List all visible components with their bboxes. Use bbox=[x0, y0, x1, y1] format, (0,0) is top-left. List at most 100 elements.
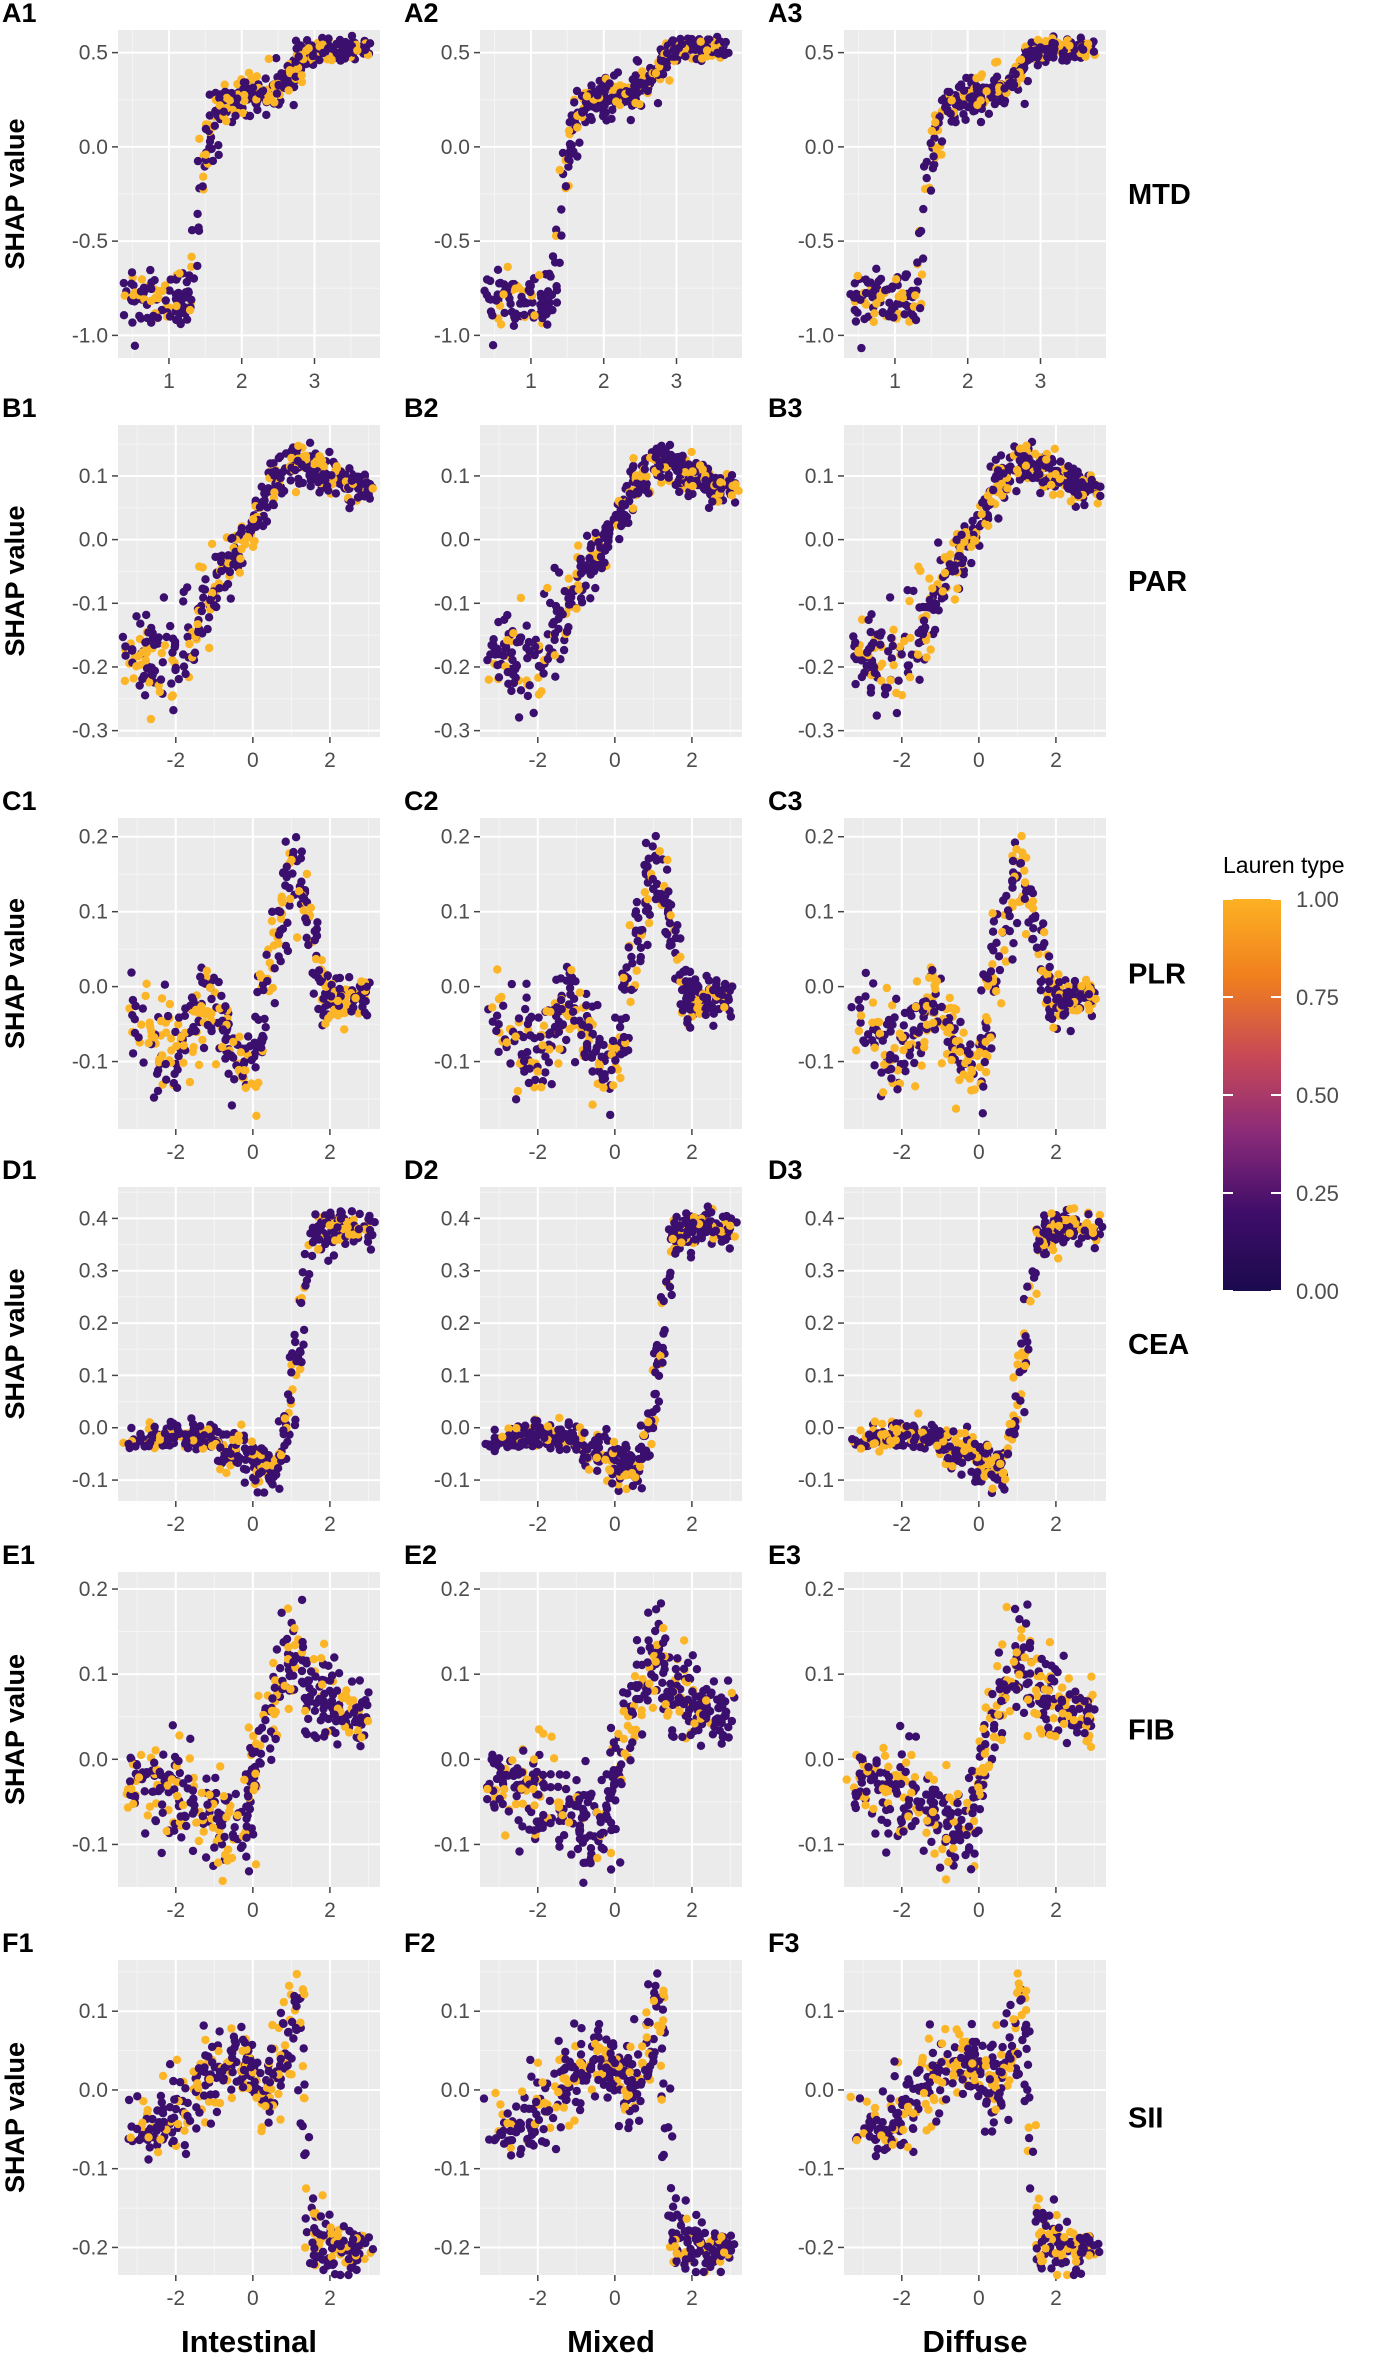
data-point bbox=[1003, 906, 1013, 915]
data-point bbox=[172, 1083, 182, 1093]
panel-B1: -2 0 2-0.3-0.2-0.10.00.1 bbox=[72, 425, 380, 772]
data-point bbox=[697, 54, 707, 63]
data-point bbox=[491, 650, 500, 659]
data-point bbox=[206, 1432, 215, 1442]
data-point bbox=[574, 585, 583, 594]
data-point bbox=[142, 979, 151, 988]
data-point bbox=[541, 1052, 550, 1061]
data-point bbox=[982, 87, 991, 96]
data-point bbox=[590, 1436, 600, 1445]
data-point bbox=[608, 105, 617, 115]
data-point bbox=[194, 1060, 204, 1070]
data-point bbox=[174, 674, 183, 684]
data-point bbox=[863, 648, 872, 657]
data-point bbox=[921, 602, 930, 612]
data-point bbox=[493, 661, 502, 670]
data-point bbox=[547, 290, 557, 300]
data-point bbox=[983, 1016, 992, 1025]
data-point bbox=[959, 86, 969, 95]
data-point bbox=[157, 994, 167, 1003]
data-point bbox=[651, 1368, 660, 1377]
data-point bbox=[726, 1221, 735, 1231]
data-point bbox=[584, 1465, 594, 1474]
data-point bbox=[945, 87, 954, 97]
y-tick-label: 0.2 bbox=[79, 1312, 108, 1335]
data-point bbox=[503, 262, 512, 272]
y-tick-label: 0.3 bbox=[441, 1260, 470, 1283]
data-point bbox=[571, 1434, 580, 1444]
data-point bbox=[643, 1409, 653, 1418]
data-point bbox=[240, 1478, 249, 1487]
data-point bbox=[157, 305, 166, 315]
data-point bbox=[255, 502, 265, 512]
data-point bbox=[658, 56, 667, 66]
data-point bbox=[922, 653, 931, 662]
data-point bbox=[302, 36, 312, 45]
data-point bbox=[552, 975, 561, 984]
data-point bbox=[686, 1248, 696, 1258]
data-point bbox=[514, 1014, 524, 1023]
x-tick-label: 0 bbox=[973, 1141, 985, 1164]
data-point bbox=[599, 1083, 608, 1092]
data-point bbox=[522, 643, 531, 652]
y-tick-label: 0.0 bbox=[441, 136, 470, 159]
data-point bbox=[219, 107, 228, 116]
data-point bbox=[555, 258, 564, 267]
data-point bbox=[283, 1390, 293, 1399]
data-point bbox=[583, 1453, 592, 1463]
data-point bbox=[910, 1058, 919, 1068]
data-point bbox=[318, 33, 327, 43]
data-point bbox=[727, 491, 737, 500]
data-point bbox=[1064, 987, 1073, 997]
x-tick-label: 2 bbox=[686, 1141, 698, 1164]
data-point bbox=[120, 676, 130, 686]
data-point bbox=[141, 638, 150, 647]
data-point bbox=[998, 927, 1007, 937]
data-point bbox=[567, 973, 577, 982]
data-point bbox=[649, 884, 658, 894]
data-point bbox=[900, 310, 909, 319]
data-point bbox=[1048, 490, 1058, 500]
y-tick-label: 0.0 bbox=[441, 976, 470, 999]
data-point bbox=[1056, 457, 1065, 466]
data-point bbox=[886, 1064, 896, 1074]
data-point bbox=[615, 1022, 625, 1032]
data-point bbox=[353, 46, 362, 55]
data-point bbox=[1032, 471, 1042, 480]
data-point bbox=[148, 670, 157, 680]
x-tick-label: -2 bbox=[528, 1141, 547, 1164]
y-tick-label: 0.0 bbox=[805, 529, 834, 552]
data-point bbox=[271, 467, 280, 476]
data-point bbox=[136, 287, 146, 296]
data-point bbox=[1059, 1010, 1068, 1019]
data-point bbox=[1009, 939, 1018, 948]
data-point bbox=[979, 1082, 988, 1091]
data-point bbox=[234, 1436, 243, 1446]
data-point bbox=[181, 669, 190, 679]
data-point bbox=[266, 459, 275, 468]
data-point bbox=[962, 73, 971, 83]
data-point bbox=[547, 1080, 556, 1089]
data-point bbox=[583, 1443, 592, 1452]
data-point bbox=[676, 952, 685, 962]
data-point bbox=[599, 108, 608, 117]
data-point bbox=[705, 1004, 714, 1013]
data-point bbox=[160, 980, 170, 989]
data-point bbox=[279, 1430, 288, 1439]
data-point bbox=[324, 34, 333, 43]
scatter-points bbox=[846, 32, 1099, 353]
data-point bbox=[169, 706, 178, 715]
y-tick-label: 0.5 bbox=[805, 42, 834, 65]
data-point bbox=[632, 56, 641, 65]
data-point bbox=[913, 277, 923, 286]
data-point bbox=[247, 1056, 256, 1065]
data-point bbox=[315, 56, 324, 65]
data-point bbox=[500, 615, 509, 624]
data-point bbox=[609, 1081, 618, 1090]
y-tick-label: 0.2 bbox=[805, 826, 834, 849]
data-point bbox=[564, 154, 573, 164]
data-point bbox=[874, 1018, 884, 1027]
data-point bbox=[223, 1049, 233, 1058]
data-point bbox=[285, 66, 295, 75]
data-point bbox=[938, 587, 947, 596]
